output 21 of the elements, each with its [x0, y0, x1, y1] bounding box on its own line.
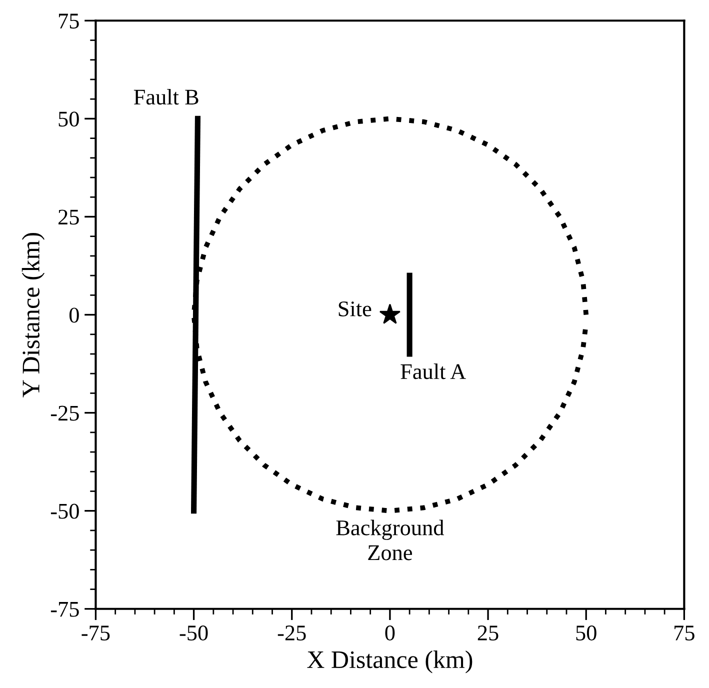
x-tick-label: -50 — [180, 625, 208, 640]
x-tick-label: 50 — [576, 625, 596, 640]
annotation: Fault B — [134, 88, 198, 105]
y-tick-label: 50 — [58, 112, 79, 127]
y-axis-title: Y Distance (km) — [22, 233, 45, 398]
x-tick-label: -25 — [278, 626, 306, 640]
x-tick-label: 0 — [385, 625, 395, 640]
y-tick-label: 0 — [69, 308, 79, 323]
annotation: Background Zone — [336, 520, 444, 560]
line-series — [191, 116, 589, 514]
y-tick-label: 75 — [58, 14, 79, 29]
y-tick-label: -25 — [50, 406, 79, 421]
x-tick-label: 75 — [674, 626, 694, 640]
annotation: Fault A — [400, 364, 466, 380]
y-tick-label: -50 — [50, 504, 79, 519]
annotation: Site — [338, 301, 372, 316]
y-tick-label: -75 — [50, 602, 79, 617]
x-tick-label: -75 — [82, 626, 110, 640]
x-tick-label: 25 — [478, 626, 498, 640]
y-tick-label: 25 — [58, 210, 79, 225]
x-axis-title: X Distance (km) — [307, 650, 472, 674]
